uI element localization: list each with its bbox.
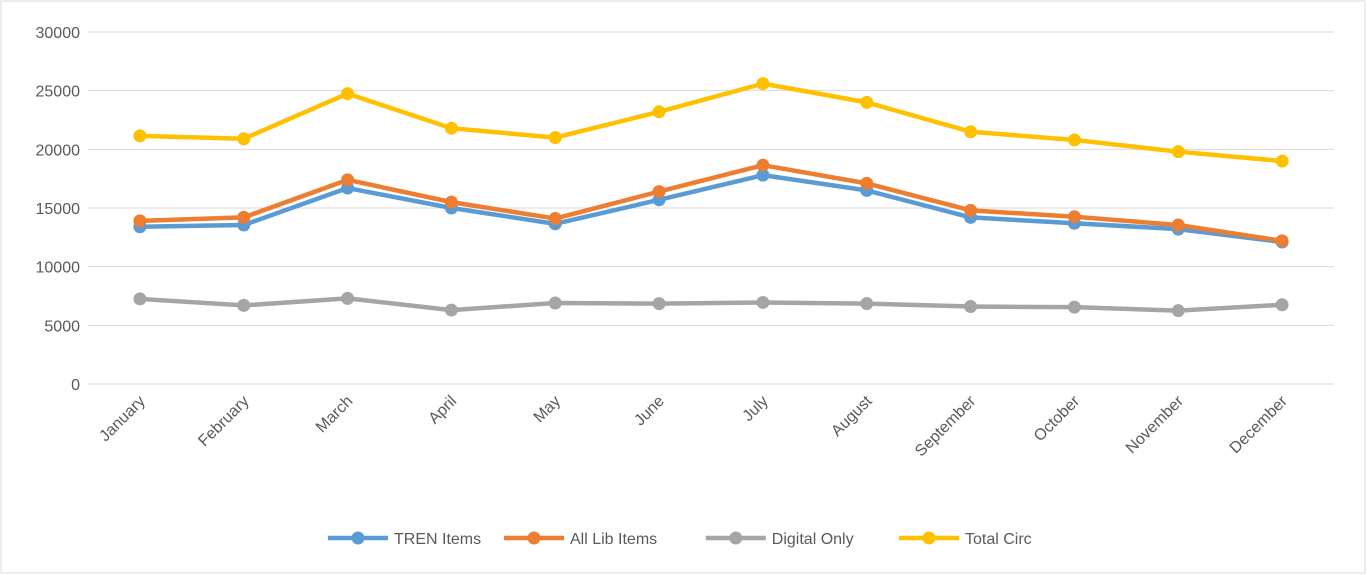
data-point [964, 125, 978, 139]
series-line [137, 296, 1285, 313]
data-point [860, 176, 874, 190]
y-tick-label: 20000 [36, 142, 81, 159]
legend-marker [527, 531, 541, 545]
y-tick-label: 10000 [36, 260, 81, 277]
data-point [237, 210, 251, 224]
data-point [1275, 234, 1289, 248]
legend-label: Digital Only [772, 531, 854, 548]
data-point [133, 214, 147, 228]
data-point [1067, 133, 1081, 147]
data-point [756, 295, 770, 309]
data-point [756, 168, 770, 182]
data-point [756, 158, 770, 172]
series-line [137, 172, 1285, 245]
data-point [237, 132, 251, 146]
data-point [133, 292, 147, 306]
data-point [652, 297, 666, 311]
legend-marker [922, 531, 936, 545]
series-line [137, 162, 1285, 244]
legend-label: All Lib Items [570, 531, 657, 548]
data-point [341, 291, 355, 305]
data-point [444, 303, 458, 317]
data-point [341, 173, 355, 187]
y-tick-label: 15000 [36, 201, 81, 218]
data-point [652, 105, 666, 119]
data-point [652, 185, 666, 199]
data-point [964, 300, 978, 314]
data-point [860, 95, 874, 109]
data-point [964, 203, 978, 217]
y-tick-label: 5000 [44, 318, 80, 335]
data-point [444, 121, 458, 135]
data-point [444, 195, 458, 209]
y-tick-label: 30000 [36, 25, 81, 42]
data-point [1275, 298, 1289, 312]
legend-label: Total Circ [965, 531, 1032, 548]
data-point [341, 87, 355, 101]
data-point [237, 298, 251, 312]
data-point [1171, 145, 1185, 159]
data-point [1067, 300, 1081, 314]
data-point [1067, 210, 1081, 224]
legend-marker [351, 531, 365, 545]
data-point [133, 129, 147, 143]
data-point [548, 296, 562, 310]
data-point [1171, 218, 1185, 232]
data-point [1275, 154, 1289, 168]
data-point [756, 77, 770, 91]
data-point [1171, 304, 1185, 318]
legend-label: TREN Items [394, 531, 481, 548]
y-tick-label: 25000 [36, 84, 81, 101]
legend-marker [729, 531, 743, 545]
data-point [548, 212, 562, 226]
data-point [548, 131, 562, 145]
series-line [137, 81, 1285, 164]
y-tick-label: 0 [71, 377, 80, 394]
data-point [860, 297, 874, 311]
